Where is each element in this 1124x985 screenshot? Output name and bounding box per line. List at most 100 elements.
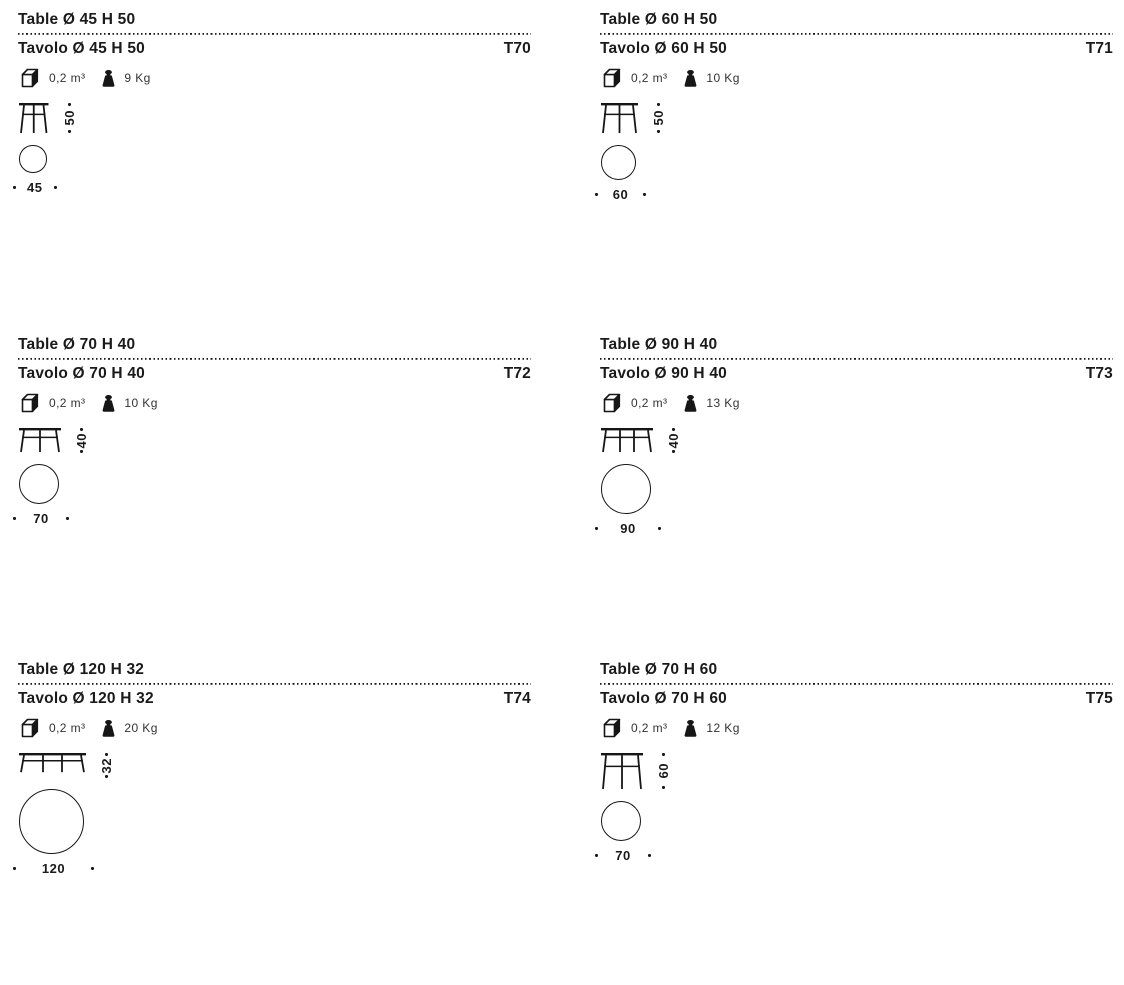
weight-icon — [101, 719, 116, 737]
dimension-tick — [66, 517, 69, 521]
product-title-en: Table Ø 70 H 60 — [600, 661, 718, 678]
spec-row: 0,2 m³ 10 Kg — [600, 68, 1113, 88]
dimension-tick — [13, 185, 16, 189]
product-code: T71 — [1085, 40, 1113, 57]
product-title-it: Tavolo Ø 70 H 60 — [600, 690, 727, 707]
product-subtitle-row: Tavolo Ø 60 H 50 T71 — [600, 39, 1113, 58]
table-side-view-drawing — [601, 103, 638, 134]
product-subtitle-row: Tavolo Ø 90 H 40 T73 — [600, 364, 1113, 383]
volume-value: 0,2 m³ — [49, 721, 86, 735]
table-top-view: 120 — [13, 789, 531, 876]
spec-row: 0,2 m³ 20 Kg — [18, 718, 531, 738]
dotted-divider — [18, 683, 531, 685]
height-dimension-value: 50 — [651, 110, 666, 126]
product-code: T75 — [1085, 690, 1113, 707]
dimension-tick — [67, 130, 71, 133]
dimension-figure: 32 — [18, 753, 531, 779]
height-dimension: 40 — [74, 428, 89, 454]
weight-icon — [683, 394, 698, 412]
table-side-view-drawing — [601, 753, 643, 790]
weight-value: 10 Kg — [124, 396, 158, 410]
table-top-view-circle — [601, 145, 636, 180]
dotted-divider — [18, 33, 531, 35]
height-dimension-value: 50 — [61, 110, 77, 126]
diameter-dimension-value: 60 — [612, 187, 629, 202]
diameter-dimension-value: 90 — [620, 521, 636, 537]
dimension-tick — [595, 854, 598, 857]
dotted-divider — [18, 358, 531, 360]
product-title-it: Tavolo Ø 90 H 40 — [600, 365, 727, 382]
cube-3d-icon — [21, 718, 42, 738]
weight-value: 13 Kg — [706, 396, 740, 410]
weight-value: 20 Kg — [124, 721, 158, 735]
product-card: Table Ø 60 H 50 Tavolo Ø 60 H 50 T71 0,2… — [595, 10, 1113, 335]
product-code: T72 — [503, 365, 531, 382]
table-top-view: 70 — [595, 801, 1113, 863]
dimension-tick — [662, 786, 665, 789]
product-subtitle-row: Tavolo Ø 70 H 40 T72 — [18, 364, 531, 383]
product-subtitle-row: Tavolo Ø 70 H 60 T75 — [600, 689, 1113, 708]
dimension-tick — [13, 517, 16, 521]
dimension-figure: 40 — [18, 428, 531, 454]
dimension-tick — [67, 103, 71, 106]
table-top-view-circle — [601, 801, 641, 841]
dimension-tick — [53, 185, 57, 189]
weight-icon — [683, 69, 698, 87]
dotted-divider — [600, 683, 1113, 685]
height-dimension: 40 — [666, 428, 681, 454]
dimension-tick — [595, 193, 598, 196]
diameter-dimension: 120 — [13, 861, 94, 876]
volume-value: 0,2 m³ — [631, 71, 668, 85]
dimension-figure: 60 — [600, 753, 1113, 790]
product-code: T73 — [1085, 365, 1113, 382]
spec-row: 0,2 m³ 9 Kg — [18, 68, 531, 88]
product-card: Table Ø 70 H 60 Tavolo Ø 70 H 60 T75 0,2… — [595, 660, 1113, 985]
product-title-en: Table Ø 70 H 40 — [18, 336, 136, 353]
weight-value: 10 Kg — [706, 71, 740, 85]
dimension-tick — [90, 867, 94, 871]
cube-3d-icon — [603, 718, 624, 738]
cube-3d-icon — [21, 68, 42, 88]
weight-icon — [101, 394, 116, 412]
product-card: Table Ø 90 H 40 Tavolo Ø 90 H 40 T73 0,2… — [595, 335, 1113, 660]
weight-value: 12 Kg — [706, 721, 740, 735]
dimension-tick — [657, 103, 660, 106]
height-dimension-value: 40 — [74, 433, 89, 449]
table-top-view: 60 — [595, 145, 1113, 202]
weight-icon — [101, 69, 116, 87]
dimension-tick — [643, 193, 646, 196]
height-dimension: 50 — [62, 103, 77, 133]
volume-value: 0,2 m³ — [631, 396, 668, 410]
table-top-view: 90 — [595, 464, 1113, 537]
dimension-figure: 50 — [600, 103, 1113, 134]
product-title-en: Table Ø 120 H 32 — [18, 661, 145, 678]
product-title-en: Table Ø 90 H 40 — [600, 336, 718, 353]
product-title-it: Tavolo Ø 120 H 32 — [18, 690, 154, 707]
dimension-tick — [13, 867, 16, 871]
dimension-tick — [80, 450, 83, 454]
dimension-tick — [657, 130, 660, 133]
spec-row: 0,2 m³ 12 Kg — [600, 718, 1113, 738]
dimension-figure: 40 — [600, 428, 1113, 454]
diameter-dimension: 45 — [13, 180, 57, 195]
product-title-it: Tavolo Ø 60 H 50 — [600, 40, 727, 57]
table-side-view-drawing — [601, 428, 653, 453]
dimension-tick — [80, 428, 83, 431]
product-title-it: Tavolo Ø 70 H 40 — [18, 365, 145, 382]
dimension-tick — [105, 775, 108, 779]
height-dimension: 32 — [99, 753, 114, 779]
diameter-dimension-value: 70 — [33, 511, 49, 527]
cube-3d-icon — [21, 393, 42, 413]
dotted-divider — [600, 358, 1113, 360]
spec-row: 0,2 m³ 10 Kg — [18, 393, 531, 413]
dotted-divider — [600, 33, 1113, 35]
table-side-view-drawing — [19, 428, 61, 453]
diameter-dimension: 70 — [13, 511, 69, 526]
weight-value: 9 Kg — [124, 71, 151, 85]
height-dimension-value: 32 — [99, 758, 114, 774]
height-dimension: 50 — [651, 103, 666, 133]
product-title-it: Tavolo Ø 45 H 50 — [18, 40, 145, 57]
volume-value: 0,2 m³ — [631, 721, 668, 735]
product-title-en: Table Ø 45 H 50 — [18, 11, 136, 28]
